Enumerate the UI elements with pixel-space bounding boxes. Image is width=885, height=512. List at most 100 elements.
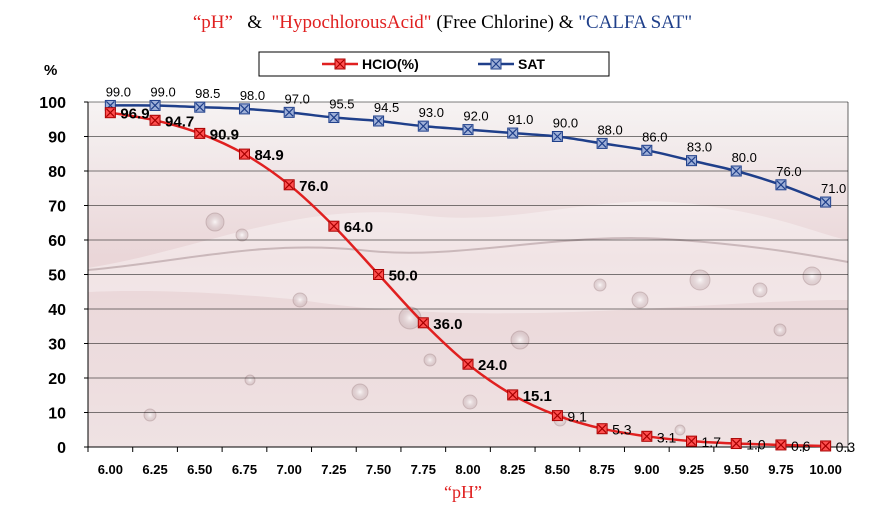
- sat-point: [507, 127, 519, 139]
- sat-point: [820, 196, 832, 208]
- bubble: [462, 394, 478, 410]
- hclo-point: [194, 127, 206, 139]
- sat-point-cross: [597, 138, 607, 148]
- hclo-data-label: 90.9: [210, 126, 239, 143]
- hclo-point: [730, 438, 742, 450]
- y-tick-label: 70: [48, 199, 66, 216]
- bubble: [631, 291, 649, 309]
- legend: HCIO(%) SAT: [258, 51, 610, 77]
- bubble: [510, 330, 530, 350]
- bubble: [752, 282, 768, 298]
- sat-point-cross: [374, 116, 384, 126]
- sat-point-cross: [284, 107, 294, 117]
- sat-data-label: 99.0: [150, 84, 175, 99]
- hclo-point: [417, 317, 429, 329]
- sat-point-cross: [195, 102, 205, 112]
- y-tick-label: 80: [48, 164, 66, 181]
- sat-point-cross: [731, 166, 741, 176]
- bubble: [674, 424, 686, 436]
- bubble: [205, 212, 225, 232]
- hclo-data-label: 36.0: [433, 316, 462, 333]
- x-axis-label: “pH”: [444, 482, 482, 502]
- sat-point-cross: [240, 104, 249, 114]
- sat-point: [775, 179, 787, 191]
- hclo-point-cross: [552, 411, 562, 421]
- bubble: [773, 323, 787, 337]
- hclo-data-label: 0.6: [791, 438, 811, 454]
- y-tick-label: 20: [48, 371, 66, 388]
- hclo-point: [238, 148, 250, 160]
- hclo-point: [328, 220, 340, 232]
- x-tick-label: 9.25: [679, 462, 704, 477]
- hclo-data-label: 64.0: [344, 219, 373, 236]
- hclo-point-cross: [105, 108, 115, 118]
- sat-data-label: 90.0: [553, 116, 578, 131]
- bubble: [351, 383, 369, 401]
- hclo-data-label: 9.1: [567, 409, 587, 425]
- x-tick-label: 6.00: [98, 462, 123, 477]
- y-tick-label: 10: [48, 406, 66, 423]
- y-tick-label: 0: [57, 440, 66, 457]
- x-tick-label: 7.50: [366, 462, 391, 477]
- sat-data-label: 88.0: [597, 122, 622, 137]
- x-tick-label: 6.50: [187, 462, 212, 477]
- y-tick-label: 100: [39, 95, 66, 112]
- series-layer: 99.0 99.0 98.5 98.0 97.0 95.5 94.5 93.0 92.0 91.0…: [104, 84, 855, 455]
- x-tick-label: 7.25: [321, 462, 346, 477]
- sat-point-cross: [821, 197, 831, 207]
- hclo-data-label: 5.3: [612, 422, 632, 438]
- sat-data-label: 71.0: [821, 181, 846, 196]
- hclo-point-cross: [418, 318, 428, 328]
- x-tick-label: 8.75: [589, 462, 614, 477]
- water-surface-line: [87, 237, 849, 271]
- hclo-data-label: 84.9: [254, 147, 283, 164]
- hclo-point-cross: [329, 221, 339, 231]
- gridlines: [88, 101, 848, 448]
- axes: 0 10 20 30 40 50 60 70 80 90 100 6.00 6.25 6.50 6.75 7.…: [39, 95, 849, 477]
- hclo-data-label: 50.0: [389, 268, 418, 285]
- hclo-point-cross: [597, 424, 607, 434]
- sat-point-cross: [418, 121, 428, 131]
- bubble: [593, 278, 607, 292]
- sat-point: [686, 155, 698, 167]
- x-tick-label: 6.75: [232, 462, 257, 477]
- y-tick-label: 90: [48, 130, 66, 147]
- hclo-point-cross: [284, 180, 294, 190]
- hclo-point: [596, 423, 608, 435]
- sat-data-label: 86.0: [642, 129, 667, 144]
- sat-point-cross: [150, 101, 160, 110]
- hclo-point: [820, 440, 832, 452]
- sat-data-label: 92.0: [463, 109, 488, 124]
- hclo-point-cross: [821, 441, 831, 451]
- hclo-point-cross: [463, 359, 473, 369]
- sat-point-cross: [776, 180, 786, 190]
- title-hypochlorous: "HypochlorousAcid": [271, 12, 432, 33]
- sat-point: [596, 137, 608, 149]
- sat-point-cross: [687, 156, 696, 166]
- legend-hclo-marker-cross: [335, 59, 345, 69]
- title-ph: “pH”: [192, 12, 233, 33]
- hclo-point: [283, 179, 295, 191]
- hclo-point-cross: [195, 128, 205, 138]
- sat-point: [194, 101, 206, 113]
- hclo-point: [104, 107, 116, 119]
- hclo-data-label: 1.7: [702, 434, 722, 450]
- bubble: [235, 228, 249, 242]
- hclo-point-cross: [687, 436, 696, 446]
- y-tick-label: 30: [48, 337, 66, 354]
- x-tick-label: 8.25: [500, 462, 525, 477]
- bubble: [423, 353, 437, 367]
- x-tick-label: 7.75: [411, 462, 436, 477]
- hclo-point-cross: [776, 440, 786, 450]
- hclo-data-label: 3.1: [657, 429, 677, 445]
- title-ampersand: &: [247, 12, 262, 33]
- legend-box: [258, 51, 610, 77]
- sat-point-cross: [463, 125, 473, 135]
- sat-point-cross: [642, 145, 652, 155]
- legend-hclo-label: HCIO(%): [362, 56, 419, 72]
- sat-point: [373, 115, 385, 127]
- hclo-point: [462, 358, 474, 370]
- title-calfa-sat: "CALFA SAT": [578, 12, 693, 33]
- hclo-point-cross: [240, 149, 249, 159]
